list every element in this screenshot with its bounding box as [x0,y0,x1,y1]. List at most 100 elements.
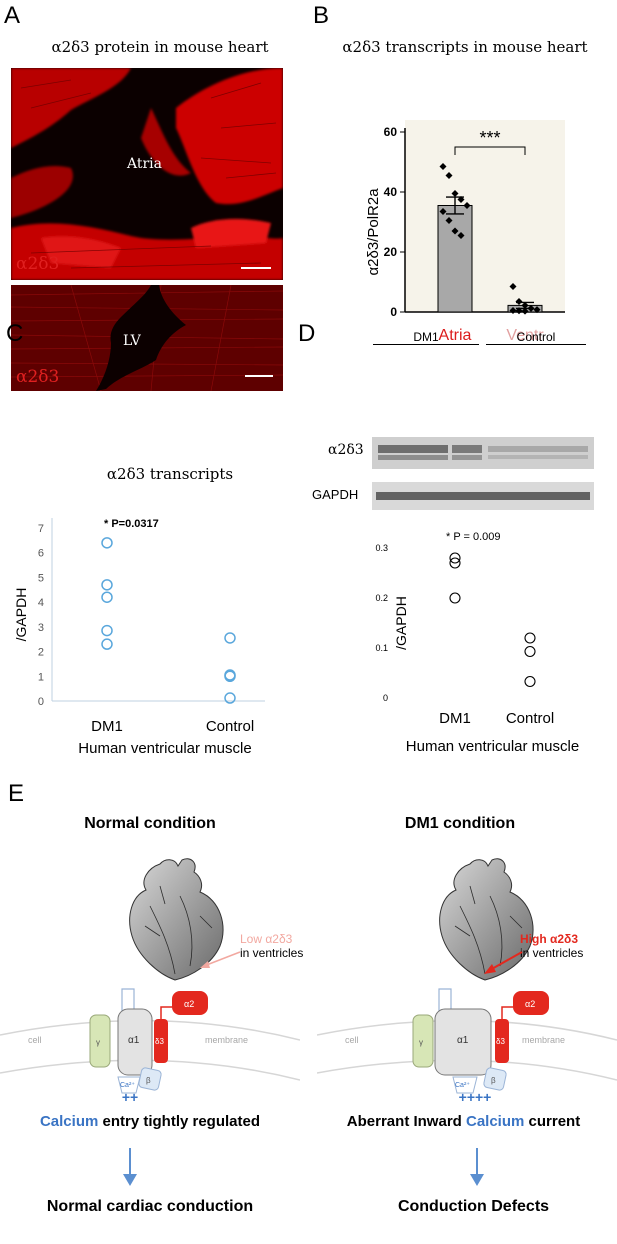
dm1-statement: Aberrant Inward Calcium current [310,1113,617,1130]
chart-c-data-point [224,632,236,644]
low-a2d3-label: Low α2δ3 [240,932,293,946]
chart-d-pvalue: * P = 0.009 [446,531,501,543]
chart-b-data-point [451,227,459,235]
panel-c-caption: Human ventricular muscle [78,740,252,757]
dm1-delta3-subunit [495,1019,509,1063]
normal-membrane-text: membrane [205,1035,248,1045]
chart-c-data-point [101,591,113,603]
chart-c-y-tick-label: 7 [38,523,44,535]
dm1-membrane-text: membrane [522,1035,565,1045]
chart-b-y-tick-label: 60 [384,125,398,139]
blot-gapdh-band [372,482,594,510]
blot-a2d3-drawing [378,445,588,460]
dm1-alpha2-text: α2 [525,999,535,1009]
normal-statement: Calcium entry tightly regulated [0,1113,300,1130]
chart-c-data-point [101,624,113,637]
dm1-gamma-text: γ [419,1038,423,1047]
dm1-ca-text: Ca²⁺ [455,1082,470,1089]
blot-row-label-a2d3: α2δ3 [328,442,364,458]
chart-b-bar [437,205,473,313]
lv-marker-label: α2δ3 [16,367,60,387]
normal-down-arrow [123,1148,137,1186]
panel-e-letter: E [8,780,25,807]
blot-a2d3-band [372,437,594,469]
normal-alpha1-text: α1 [128,1035,140,1046]
dm1-condition-title: DM1 condition [404,815,516,832]
normal-ion-influx: ++ [121,1089,139,1105]
normal-alpha2-subunit [172,991,208,1015]
chart-b-data-point [515,298,523,305]
dm1-alpha1-text: α1 [457,1035,469,1046]
blot-group-dm1: DM1 [373,330,479,345]
blot-group-control: Control [486,330,586,345]
panel-b-letter: B [313,2,330,29]
panel-a-letter: A [4,2,21,29]
chart-c-category-label: DM1 [91,718,123,735]
chart-b-data-point [521,307,529,315]
chart-d-y-tick-label: 0.2 [375,593,388,603]
chart-b-data-point [451,190,459,197]
lv-label: LV [123,333,141,349]
chart-b-data-point [515,307,523,315]
atria-scale-bar [241,267,271,269]
chart-c-y-tick-label: 0 [38,696,44,708]
atria-marker-label: α2δ3 [16,254,60,274]
ventricle-micrograph: LV α2δ3 [11,285,283,391]
normal-beta-text: β [146,1076,151,1085]
dm1-down-arrow [470,1148,484,1186]
chart-b-category-label: Ventr [506,327,544,344]
chart-d-data-point [524,645,536,658]
chart-c-category-label: Control [206,718,254,735]
normal-channel-diagram: cell membrane γ α1 δ3 α2 β Ca²⁺ [0,988,300,1094]
dm1-outcome: Conduction Defects [397,1198,550,1215]
high-a2d3-text: High α2δ3 in ventricles [520,932,583,960]
chart-d-y-label: /GAPDH [393,596,409,650]
dm1-statement-rest: current [524,1113,581,1130]
chart-b-y-tick-label: 40 [384,185,398,199]
high-a2d3-location: in ventricles [520,946,584,960]
chart-d-data-point [449,552,461,564]
chart-b-data-point [445,172,453,179]
chart-b-data-point [439,208,447,215]
chart-c-pvalue: * P=0.0317 [104,518,159,530]
normal-delta3-text: δ3 [155,1037,164,1046]
chart-d-y-tick-label: 0.3 [375,543,388,553]
panel-b-title: α2δ3 transcripts in mouse heart [342,38,588,56]
chart-d-data-point [524,675,536,688]
low-a2d3-location: in ventricles [240,946,304,960]
chart-b-data-point [509,283,517,290]
atria-tissue-drawing [11,68,283,280]
chart-d-data-point [449,557,461,569]
normal-gamma-subunit [89,1014,111,1068]
chart-d-y-tick-label: 0.1 [375,643,388,653]
chart-b-plot-background [405,120,565,312]
high-a2d3-label: High α2δ3 [520,932,578,946]
dm1-beta-subunit [483,1067,507,1091]
chart-b-significance-label: *** [479,128,500,148]
normal-alpha2-text: α2 [184,999,194,1009]
dm1-ion-influx: ++++ [458,1089,492,1105]
dm1-alpha2-subunit [513,991,549,1015]
chart-d-y-tick-label: 0 [383,693,388,703]
normal-heart-illustration [129,858,224,981]
chart-b-data-point [509,307,517,314]
normal-statement-rest: entry tightly regulated [98,1113,261,1130]
chart-b-data-point [533,306,541,314]
panel-d-caption: Human ventricular muscle [405,738,580,755]
normal-gamma-text: γ [96,1038,100,1047]
dm1-cell-text: cell [345,1035,359,1045]
chart-c-data-point [224,670,236,683]
panel-c-title: α2δ3 transcripts [106,465,234,483]
dm1-delta3-text: δ3 [496,1037,505,1046]
chart-b-data-point [463,202,471,209]
panel-d-chart: 0 0.1 0.2 0.3/GAPDH DM1 Control * P = 0.009 [375,531,554,727]
panel-c-letter: C [6,320,24,347]
chart-b-significance-bracket [454,146,526,155]
panel-c-chart: 0 1 2 3 4 5 6 7/GAPDH DM1 Control * P=0.0317 [13,518,265,735]
chart-d-data-point [524,632,536,644]
normal-cell-text: cell [28,1035,42,1045]
chart-c-y-tick-label: 3 [38,622,44,634]
ventricle-tissue-drawing [11,285,283,391]
dm1-heart-illustration [439,858,534,981]
chart-d-data-point [449,592,461,604]
